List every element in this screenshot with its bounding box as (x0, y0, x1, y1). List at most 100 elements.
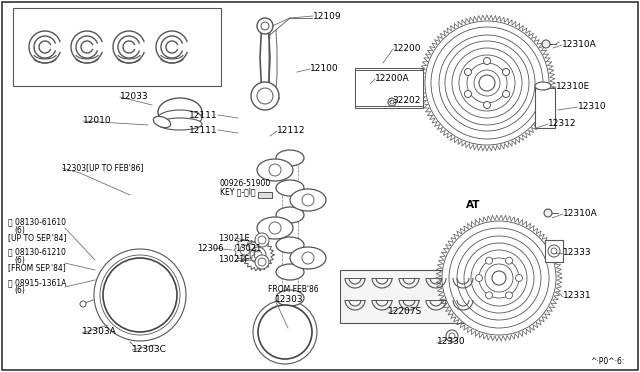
Circle shape (131, 286, 149, 304)
Bar (258, 192, 272, 198)
Bar (355, 70, 423, 108)
Circle shape (257, 18, 273, 34)
Text: 12109: 12109 (313, 12, 342, 20)
Circle shape (471, 250, 527, 306)
Text: 32202: 32202 (392, 96, 420, 105)
Text: 12303: 12303 (275, 295, 303, 304)
Circle shape (103, 258, 177, 332)
Text: 12303C: 12303C (132, 344, 167, 353)
Circle shape (255, 233, 269, 247)
Text: 13021: 13021 (235, 244, 261, 253)
Circle shape (251, 82, 279, 110)
Text: (6): (6) (14, 256, 25, 264)
Text: 12333: 12333 (563, 247, 591, 257)
Circle shape (118, 273, 162, 317)
Circle shape (112, 267, 168, 323)
Circle shape (125, 280, 155, 310)
Ellipse shape (276, 180, 304, 196)
Circle shape (544, 209, 552, 217)
Circle shape (506, 292, 513, 299)
Circle shape (94, 249, 186, 341)
Circle shape (250, 247, 266, 263)
Circle shape (253, 300, 317, 364)
Ellipse shape (158, 98, 202, 126)
Text: 12306: 12306 (197, 244, 223, 253)
Circle shape (390, 100, 394, 104)
Text: 12112: 12112 (277, 125, 305, 135)
Text: 12303[UP TO FEB'86]: 12303[UP TO FEB'86] (62, 164, 143, 173)
Ellipse shape (276, 290, 304, 306)
Circle shape (483, 102, 490, 109)
Circle shape (457, 236, 541, 320)
Bar (13, 8, 221, 86)
Circle shape (465, 90, 472, 97)
Circle shape (483, 58, 490, 64)
Text: 12303A: 12303A (82, 327, 116, 337)
Text: Ⓑ 08130-61610: Ⓑ 08130-61610 (8, 218, 66, 227)
Text: 12312: 12312 (548, 119, 577, 128)
Circle shape (502, 90, 509, 97)
Text: AT: AT (466, 200, 481, 210)
Text: 12310A: 12310A (563, 208, 598, 218)
Circle shape (445, 41, 529, 125)
Circle shape (255, 255, 269, 269)
Circle shape (479, 258, 519, 298)
Circle shape (474, 70, 500, 96)
Text: 12207S: 12207S (388, 308, 422, 317)
Ellipse shape (257, 159, 293, 181)
Circle shape (258, 305, 312, 359)
Ellipse shape (257, 217, 293, 239)
Text: 12111: 12111 (189, 125, 218, 135)
Bar (355, 68, 423, 106)
Circle shape (277, 324, 293, 340)
Circle shape (492, 271, 506, 285)
Ellipse shape (154, 116, 171, 128)
Circle shape (486, 257, 493, 264)
Bar (535, 88, 555, 128)
Circle shape (442, 221, 556, 335)
Bar (340, 270, 488, 323)
Circle shape (449, 333, 455, 339)
Circle shape (459, 55, 515, 111)
Ellipse shape (276, 237, 304, 253)
Circle shape (259, 306, 311, 358)
Circle shape (486, 292, 493, 299)
Circle shape (439, 35, 535, 131)
Text: Ⓑ 08130-61210: Ⓑ 08130-61210 (8, 247, 66, 257)
Circle shape (265, 312, 305, 352)
Text: 12330: 12330 (437, 337, 466, 346)
Text: 12200: 12200 (393, 44, 422, 52)
Ellipse shape (276, 207, 304, 223)
Circle shape (240, 245, 250, 255)
Text: 12310A: 12310A (562, 39, 596, 48)
Circle shape (269, 222, 281, 234)
Circle shape (302, 252, 314, 264)
Circle shape (464, 243, 534, 313)
Circle shape (106, 261, 174, 329)
Text: 13021E: 13021E (218, 234, 250, 243)
Circle shape (485, 264, 513, 292)
Circle shape (271, 318, 299, 346)
Circle shape (446, 330, 458, 342)
Circle shape (258, 258, 266, 266)
Text: 12100: 12100 (310, 64, 339, 73)
Ellipse shape (158, 118, 202, 130)
Circle shape (269, 164, 281, 176)
Ellipse shape (276, 264, 304, 280)
Circle shape (465, 68, 472, 76)
Text: 12010: 12010 (83, 115, 111, 125)
Ellipse shape (158, 110, 202, 126)
Circle shape (425, 21, 549, 145)
Text: (6): (6) (14, 225, 25, 234)
Text: 13021F: 13021F (218, 256, 249, 264)
Circle shape (502, 68, 509, 76)
Text: [FROM SEP.'84]: [FROM SEP.'84] (8, 263, 66, 273)
Text: 00926-51900: 00926-51900 (220, 179, 271, 187)
Text: 12310E: 12310E (556, 81, 590, 90)
Text: 12111: 12111 (189, 110, 218, 119)
Circle shape (467, 63, 507, 103)
Circle shape (302, 194, 314, 206)
Text: 12200A: 12200A (375, 74, 410, 83)
Text: [UP TO SEP.'84]: [UP TO SEP.'84] (8, 234, 67, 243)
Circle shape (506, 257, 513, 264)
